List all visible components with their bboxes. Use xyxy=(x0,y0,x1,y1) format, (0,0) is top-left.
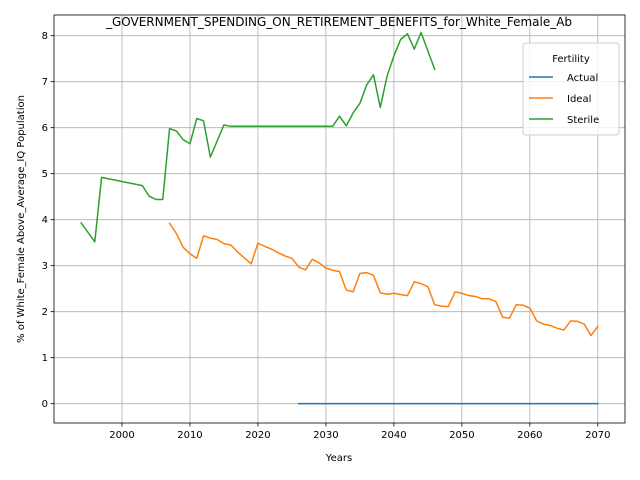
x-tick-label: 2020 xyxy=(245,430,270,441)
axis-ticks: 2000 2010 2020 2030 2040 2050 2060 2070 0 1 2 3 4 5 6 7… xyxy=(42,31,611,441)
y-tick-label: 8 xyxy=(42,31,48,42)
x-tick-label: 2050 xyxy=(449,430,474,441)
y-tick-label: 7 xyxy=(42,77,48,88)
x-tick-label: 2070 xyxy=(585,430,610,441)
y-tick-label: 0 xyxy=(42,399,48,410)
y-tick-label: 4 xyxy=(42,215,48,226)
legend-title: Fertility xyxy=(552,54,590,65)
x-tick-label: 2010 xyxy=(177,430,202,441)
legend: Fertility Actual Ideal Sterile xyxy=(522,42,620,136)
series-lines xyxy=(80,31,599,405)
x-tick-label: 2040 xyxy=(381,430,406,441)
x-tick-label: 2000 xyxy=(109,430,134,441)
legend-box xyxy=(522,42,620,136)
y-axis-label: % of White_Female Above_Average_IQ Popul… xyxy=(16,95,27,343)
y-tick-label: 6 xyxy=(42,123,48,134)
chart-title: _GOVERNMENT_SPENDING_ON_RETIREMENT_BENEF… xyxy=(105,15,572,29)
y-tick-label: 5 xyxy=(42,169,48,180)
x-tick-label: 2060 xyxy=(517,430,542,441)
series-line-sterile xyxy=(80,31,436,243)
legend-label-actual: Actual xyxy=(567,73,598,84)
y-tick-label: 3 xyxy=(42,261,48,272)
y-tick-label: 1 xyxy=(42,353,48,364)
x-tick-label: 2030 xyxy=(313,430,338,441)
plot-area-frame xyxy=(53,14,626,424)
legend-label-ideal: Ideal xyxy=(567,94,591,105)
legend-label-sterile: Sterile xyxy=(567,115,599,126)
series-line-ideal xyxy=(168,222,599,337)
y-tick-label: 2 xyxy=(42,307,48,318)
x-axis-label: Years xyxy=(325,453,352,464)
